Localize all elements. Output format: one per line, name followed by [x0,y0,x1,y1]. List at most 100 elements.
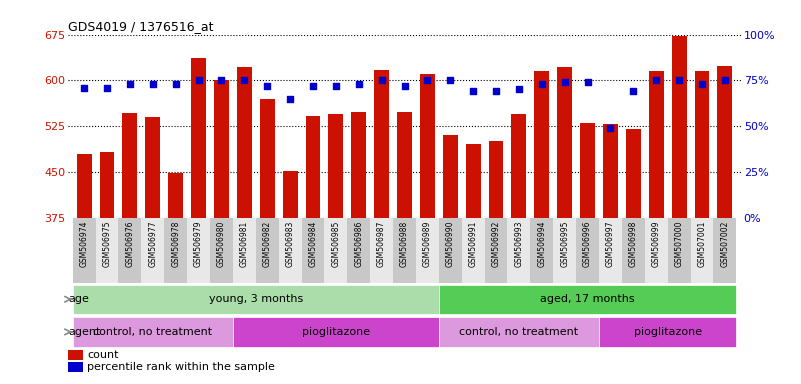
Bar [119,218,141,283]
Point [352,81,365,87]
Text: GSM506991: GSM506991 [469,221,477,267]
Point [513,86,525,93]
Bar [576,218,599,283]
Point [284,96,296,102]
Bar [393,218,416,283]
Text: GSM506990: GSM506990 [446,221,455,267]
Point [147,81,159,87]
Bar [260,99,275,218]
Point [604,125,617,131]
Text: GSM507001: GSM507001 [698,221,706,267]
Point [444,77,457,83]
Point [489,88,502,94]
Bar [324,218,348,283]
Text: GSM506982: GSM506982 [263,221,272,267]
Bar [603,124,618,218]
Bar [237,67,252,218]
Bar [99,152,115,218]
Bar [599,317,736,347]
Bar [397,112,412,218]
Bar [168,173,183,218]
Text: age: age [68,294,89,304]
Text: GSM506989: GSM506989 [423,221,432,267]
Bar [348,218,370,283]
Point [398,83,411,89]
Text: young, 3 months: young, 3 months [208,294,303,304]
Bar [370,218,393,283]
Text: GSM506996: GSM506996 [583,221,592,267]
Bar [416,218,439,283]
Point [582,79,594,85]
Text: GSM506974: GSM506974 [79,221,89,267]
Point [535,81,548,87]
Bar [68,362,83,372]
Bar [164,218,187,283]
Bar [557,67,572,218]
Bar [645,218,668,283]
Bar [599,218,622,283]
Text: GSM506981: GSM506981 [239,221,249,267]
Point [375,77,388,83]
Bar [374,70,389,218]
Bar [534,71,549,218]
Bar [694,71,710,218]
Text: GSM506993: GSM506993 [514,221,523,267]
Text: GSM506988: GSM506988 [400,221,409,267]
Bar [489,141,504,218]
Bar [301,218,324,283]
Text: GSM506985: GSM506985 [332,221,340,267]
Bar [328,114,344,218]
Bar [233,218,256,283]
Text: GSM506976: GSM506976 [126,221,135,267]
Point [123,81,136,87]
Point [215,77,227,83]
Text: GSM506986: GSM506986 [354,221,363,267]
Point [329,83,342,89]
Point [718,77,731,83]
Bar [191,58,206,218]
Text: GSM506994: GSM506994 [537,221,546,267]
Bar [352,112,366,218]
Bar [649,71,664,218]
Text: GSM506995: GSM506995 [560,221,570,267]
Point [238,77,251,83]
Bar [77,154,91,218]
Bar [73,285,439,314]
Point [627,88,640,94]
Bar [214,80,229,218]
Bar [233,317,439,347]
Bar [580,123,595,218]
Bar [622,218,645,283]
Bar [439,218,461,283]
Text: GSM506977: GSM506977 [148,221,157,267]
Point [695,81,708,87]
Text: agent: agent [68,327,101,337]
Bar [443,135,457,218]
Bar [73,317,233,347]
Bar [210,218,233,283]
Bar [508,218,530,283]
Text: GSM506978: GSM506978 [171,221,180,267]
Bar [68,350,83,360]
Bar [141,218,164,283]
Bar [672,36,686,218]
Bar [145,117,160,218]
Text: GSM506999: GSM506999 [652,221,661,267]
Bar [714,218,736,283]
Bar [95,218,119,283]
Text: control, no treatment: control, no treatment [459,327,578,337]
Point [307,83,320,89]
Bar [690,218,714,283]
Text: GSM506979: GSM506979 [194,221,203,267]
Text: pioglitazone: pioglitazone [302,327,370,337]
Point [421,77,434,83]
Text: GSM506980: GSM506980 [217,221,226,267]
Text: GSM506992: GSM506992 [492,221,501,267]
Text: GSM507000: GSM507000 [674,221,683,267]
Point [192,77,205,83]
Point [78,84,91,91]
Point [673,77,686,83]
Bar [668,218,690,283]
Bar [461,218,485,283]
Point [101,84,114,91]
